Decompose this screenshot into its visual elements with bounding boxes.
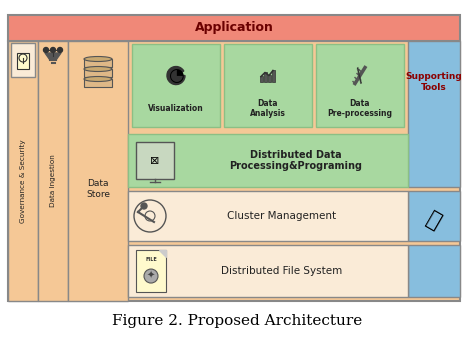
- Bar: [11, 43, 35, 77]
- Bar: [128, 191, 408, 241]
- Polygon shape: [45, 53, 61, 60]
- Ellipse shape: [84, 77, 112, 81]
- Bar: [38, 41, 68, 301]
- Bar: [316, 44, 404, 127]
- Bar: [8, 15, 460, 41]
- Bar: [84, 69, 112, 77]
- Text: Data
Analysis: Data Analysis: [250, 99, 286, 118]
- Circle shape: [51, 47, 55, 53]
- Bar: [272, 69, 275, 82]
- Text: ◔: ◔: [168, 66, 184, 84]
- Bar: [17, 53, 29, 69]
- Text: /: /: [352, 66, 368, 85]
- Circle shape: [57, 47, 63, 53]
- Bar: [408, 41, 460, 187]
- Circle shape: [134, 200, 166, 232]
- Circle shape: [141, 203, 147, 209]
- Bar: [128, 134, 408, 187]
- Wedge shape: [167, 66, 185, 84]
- Text: ✦: ✦: [147, 271, 155, 281]
- Bar: [260, 76, 263, 82]
- Text: FILE: FILE: [145, 257, 157, 262]
- Ellipse shape: [84, 57, 112, 61]
- Text: Data Ingestion: Data Ingestion: [50, 155, 56, 207]
- Text: Supporting
Tools: Supporting Tools: [406, 72, 462, 92]
- Bar: [408, 191, 460, 241]
- Text: Data
Store: Data Store: [86, 179, 110, 199]
- Bar: [224, 44, 312, 127]
- Bar: [136, 142, 174, 179]
- Bar: [268, 75, 271, 82]
- Text: 🔧: 🔧: [423, 209, 445, 233]
- Bar: [68, 41, 128, 301]
- Text: Distributed File System: Distributed File System: [221, 266, 343, 276]
- Bar: [8, 41, 460, 301]
- Bar: [132, 44, 220, 127]
- Ellipse shape: [84, 66, 112, 72]
- Text: Application: Application: [194, 21, 273, 35]
- Bar: [84, 79, 112, 87]
- Wedge shape: [168, 72, 173, 77]
- Text: Figure 2. Proposed Architecture: Figure 2. Proposed Architecture: [112, 314, 362, 328]
- Text: Data
Pre-processing: Data Pre-processing: [328, 99, 392, 118]
- Polygon shape: [159, 250, 166, 257]
- Bar: [128, 245, 408, 297]
- Bar: [136, 250, 166, 292]
- Text: Cluster Management: Cluster Management: [228, 211, 337, 221]
- Text: Governance & Security: Governance & Security: [20, 139, 26, 223]
- Circle shape: [144, 269, 158, 283]
- Bar: [264, 72, 267, 82]
- Text: Distributed Data
Processing&Programing: Distributed Data Processing&Programing: [229, 150, 363, 171]
- Text: Visualization: Visualization: [148, 104, 204, 113]
- Circle shape: [44, 47, 48, 53]
- Bar: [84, 59, 112, 67]
- Bar: [8, 41, 38, 301]
- Text: ⊠: ⊠: [150, 156, 160, 165]
- Bar: [408, 245, 460, 297]
